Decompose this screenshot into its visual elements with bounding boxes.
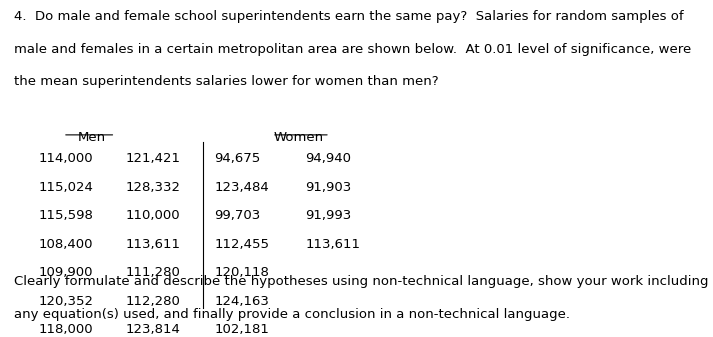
Text: 94,675: 94,675 [215,152,261,165]
Text: 91,993: 91,993 [305,209,352,222]
Text: 109,900: 109,900 [39,266,93,279]
Text: 110,000: 110,000 [125,209,180,222]
Text: Clearly formulate and describe the hypotheses using non-technical language, show: Clearly formulate and describe the hypot… [14,275,709,288]
Text: 121,421: 121,421 [125,152,180,165]
Text: 91,903: 91,903 [305,181,352,194]
Text: 112,455: 112,455 [215,238,270,251]
Text: 113,611: 113,611 [125,238,180,251]
Text: 112,280: 112,280 [125,295,180,308]
Text: 123,814: 123,814 [125,323,180,336]
Text: 102,181: 102,181 [215,323,270,336]
Text: Men: Men [78,131,106,144]
Text: the mean superintendents salaries lower for women than men?: the mean superintendents salaries lower … [14,75,438,88]
Text: 114,000: 114,000 [39,152,93,165]
Text: 115,024: 115,024 [39,181,94,194]
Text: Women: Women [273,131,323,144]
Text: 99,703: 99,703 [215,209,261,222]
Text: 120,352: 120,352 [39,295,94,308]
Text: any equation(s) used, and finally provide a conclusion in a non-technical langua: any equation(s) used, and finally provid… [14,308,570,321]
Text: 118,000: 118,000 [39,323,93,336]
Text: male and females in a certain metropolitan area are shown below.  At 0.01 level : male and females in a certain metropolit… [14,42,691,56]
Text: 113,611: 113,611 [305,238,360,251]
Text: 94,940: 94,940 [305,152,352,165]
Text: 128,332: 128,332 [125,181,180,194]
Text: 108,400: 108,400 [39,238,93,251]
Text: 115,598: 115,598 [39,209,94,222]
Text: 4.  Do male and female school superintendents earn the same pay?  Salaries for r: 4. Do male and female school superintend… [14,10,684,23]
Text: 120,118: 120,118 [215,266,270,279]
Text: 123,484: 123,484 [215,181,270,194]
Text: 111,280: 111,280 [125,266,180,279]
Text: 124,163: 124,163 [215,295,270,308]
